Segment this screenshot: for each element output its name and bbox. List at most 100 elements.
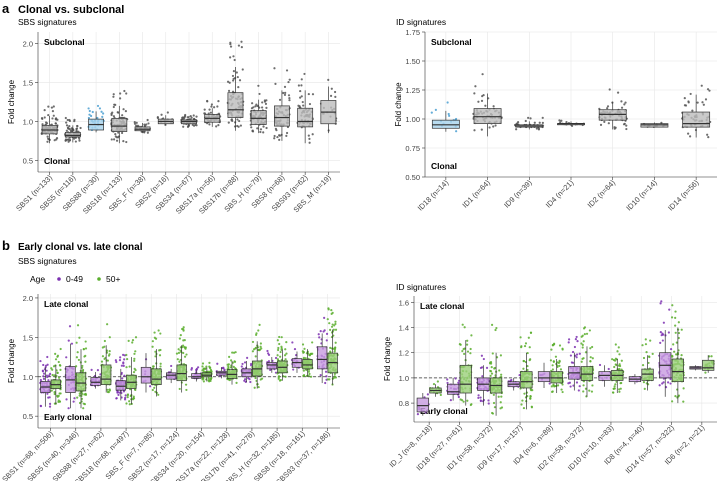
b-sbs-box-50plus-4-point (153, 336, 156, 339)
b-sbs-box-50plus-9-point (276, 339, 279, 342)
a-id-box-0-point (434, 108, 437, 111)
b-sbs-box-049-11-point (319, 330, 322, 333)
a-sbs-box-3-point (119, 97, 122, 100)
a-id-box-1-point (473, 92, 476, 95)
b-id-box-50plus-2-point (497, 395, 500, 398)
a-sbs-box-11-point (299, 89, 302, 93)
a-sbs-box-9-point (254, 105, 257, 108)
b-sbs-box-50plus-7-point (228, 355, 231, 358)
b-id-box-50plus-1-point (462, 400, 465, 403)
b-sbs-box-50plus-2-point (103, 357, 106, 361)
b-sbs-annotation-bottom: Early clonal (44, 412, 92, 422)
a-sbs-box-3-point (124, 109, 127, 113)
b-sbs-box-50plus-5-point (182, 339, 185, 342)
a-sbs-box-1-point (73, 118, 76, 121)
b-sbs-box-50plus-1-point (81, 364, 84, 368)
b-sbs-box-50plus-8-point (255, 333, 258, 336)
a-sbs-box-3-point (112, 105, 115, 109)
a-sbs-box-1-point (79, 126, 82, 130)
a-id-box-6-point (689, 92, 692, 96)
b-id-box-50plus-5-point (584, 387, 588, 390)
b-id-box-50plus-3-point (530, 406, 534, 409)
a-sbs-box-8-point (238, 79, 242, 82)
a-sbs-box-9-point (262, 131, 265, 134)
b-id-box-50plus-3-point (523, 392, 526, 395)
b-sbs-box-50plus-0-point (57, 376, 61, 379)
a-sbs-box-0-point (52, 114, 55, 117)
b-id-box-049-1-point (457, 395, 460, 399)
a-sbs-box-11-point (311, 93, 315, 96)
b-sbs-box-50plus-11-point (333, 348, 337, 351)
b-sbs-box-50plus-6-point (207, 370, 211, 373)
a-sbs-box-4-point (133, 120, 136, 124)
b-id-box-50plus-8-point (682, 387, 685, 390)
b-sbs-box-50plus-4-point (159, 365, 162, 368)
a-sbs-box-10-point (282, 91, 285, 95)
b-sbs-box-50plus-9-point (279, 350, 282, 354)
b-sbs-box-049-7-point (222, 366, 225, 369)
b-sbs-box-50plus-3-point (126, 396, 129, 399)
a-id-xtick-label: ID18 (n=14) (416, 178, 451, 213)
b-id-box-50plus-2-point (500, 406, 504, 409)
b-id-box-50plus-6-point (612, 391, 615, 394)
a-id-xtick-label: ID10 (n=14) (624, 178, 659, 213)
b-id-box-50plus-5-point (583, 333, 586, 336)
a-sbs-box-12-point (333, 90, 337, 94)
b-id-box-50plus-2-point (495, 326, 498, 330)
b-sbs-box-50plus-1-point (76, 324, 80, 327)
b-id-box-049-8-point (669, 377, 672, 381)
b-sbs-box-50plus-0-point (51, 373, 54, 377)
b-id-box-50plus-8-point (682, 400, 685, 403)
b-sbs-box-50plus-0-point (54, 352, 57, 355)
b-sbs-box-50plus-8-point (254, 376, 257, 380)
b-id-box-50plus-4-point (558, 344, 562, 347)
b-sbs-box-049-10-point (293, 347, 297, 351)
a-id-xtick-label: ID1 (n=64) (460, 178, 492, 210)
b-sbs-box-50plus-3-point (133, 359, 136, 362)
b-id-box-50plus-5-point (588, 329, 591, 332)
b-id-box-50plus-8-point (680, 354, 683, 357)
a-sbs-box-10-point (288, 78, 291, 81)
b-id-box-50plus-1-point (466, 350, 470, 353)
b-id-box-50plus-7-point (651, 352, 654, 355)
a-sbs-box-11-point (301, 100, 304, 104)
b-sbs-box-50plus-5-point (178, 387, 181, 391)
a-sbs-box-9-point (257, 84, 260, 87)
a-sbs-box-9-point (255, 103, 258, 106)
b-id-box-50plus-6-point (613, 385, 616, 388)
b-sbs-box-50plus-6-point (208, 380, 211, 383)
b-sbs-box-50plus-10-point (311, 341, 314, 344)
a-sbs-box-1-point (67, 140, 70, 143)
b-sbs-box-50plus-3-point (132, 371, 136, 374)
a-sbs-box-8-point (231, 90, 235, 93)
a-sbs-box-9-point (265, 126, 268, 130)
b-id-box-50plus-1-point (461, 399, 464, 402)
panel-b-left-subtitle: SBS signatures (18, 256, 77, 266)
b-sbs-box-049-4-box (140, 366, 152, 384)
b-id-box-049-2-point (477, 394, 480, 397)
b-id-box-50plus-4-point (554, 355, 558, 358)
a-id-box-1-point (488, 126, 491, 129)
a-id-ylabel: Fold change (394, 82, 403, 127)
b-sbs-box-50plus-5-point (182, 326, 185, 329)
b-sbs-box-50plus-9-point (279, 378, 282, 382)
a-sbs-box-3-point (114, 103, 117, 106)
b-sbs-box-50plus-1-point (83, 393, 86, 396)
a-sbs-box-7-point (209, 111, 212, 114)
b-sbs-box-50plus-6-point (210, 370, 213, 373)
b-id-box-50plus-0-point (439, 393, 442, 397)
a-sbs-box-8-point (237, 44, 241, 47)
b-id-box-049-2-point (481, 375, 484, 378)
b-sbs-box-50plus-10-point (304, 357, 307, 360)
b-sbs-box-049-1-point (65, 398, 68, 401)
b-sbs-box-049-1-point (67, 407, 70, 410)
b-sbs-annotation-top: Late clonal (44, 299, 88, 309)
b-id-box-049-5-point (572, 361, 575, 364)
b-sbs-box-049-8-point (250, 362, 253, 366)
b-id-box-50plus-7-point (644, 338, 647, 341)
a-sbs-box-3-point (112, 138, 116, 141)
a-sbs-box-1-point (73, 137, 76, 140)
b-sbs-box-049-9-point (267, 352, 270, 355)
b-sbs-box-50plus-1-point (84, 340, 87, 343)
